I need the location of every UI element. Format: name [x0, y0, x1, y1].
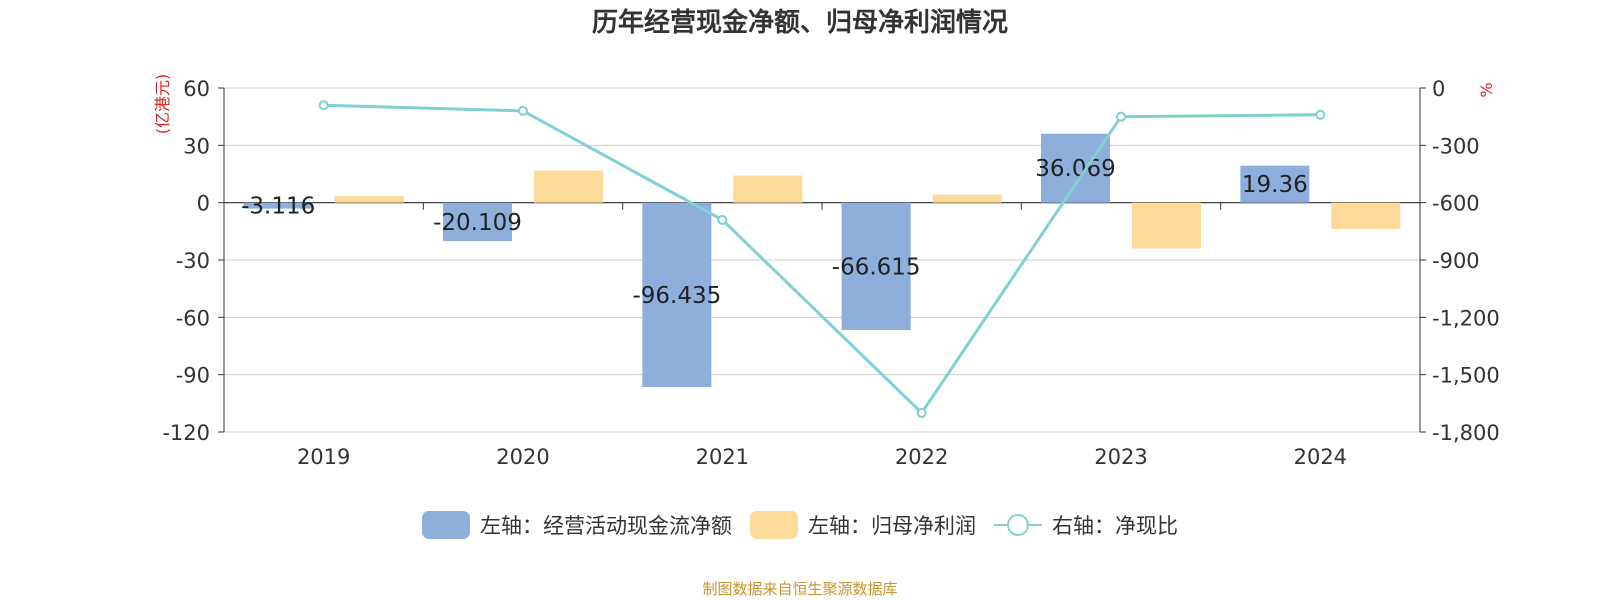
left-tick-label: -90 — [176, 364, 210, 388]
bar-data-label: 19.36 — [1242, 172, 1308, 198]
legend: 左轴：经营活动现金流净额 左轴：归母净利润 右轴：净现比 — [0, 510, 1600, 540]
bar-data-label: -66.615 — [832, 254, 921, 280]
line-point-ratio — [518, 105, 528, 116]
bar-profit — [932, 194, 1002, 203]
bar-data-label: 36.069 — [1035, 156, 1115, 182]
bar-cashflow — [1041, 133, 1110, 203]
legend-item-cashflow[interactable]: 左轴：经营活动现金流净额 — [422, 510, 732, 540]
line-point-ratio — [717, 214, 728, 225]
bar-profit — [334, 195, 404, 203]
bar-profit — [733, 175, 803, 203]
x-tick-label: 2019 — [297, 445, 350, 469]
bar-cashflow — [642, 202, 712, 387]
chart-title: 历年经营现金净额、归母净利润情况 — [591, 8, 1008, 38]
legend-item-ratio[interactable]: 右轴：净现比 — [994, 510, 1178, 540]
bar-cashflow — [841, 202, 911, 330]
line-ratio — [323, 103, 1321, 416]
x-tick-label: 2020 — [496, 445, 549, 469]
line-point-ratio — [916, 407, 927, 418]
bar-profit — [1331, 202, 1401, 230]
bar-cashflow — [243, 202, 313, 209]
left-tick-label: -120 — [162, 421, 210, 445]
left-tick-label: -30 — [176, 249, 210, 273]
right-tick-label: 0 — [1432, 77, 1445, 101]
right-axis-label: % — [1477, 82, 1496, 97]
line-point-ratio — [1116, 111, 1126, 122]
bar-data-label: -20.109 — [433, 210, 522, 236]
x-tick-label: 2022 — [895, 445, 948, 469]
source-note: 制图数据来自恒生聚源数据库 — [702, 580, 898, 598]
left-tick-label: 0 — [197, 192, 210, 216]
bar-data-label: -96.435 — [632, 283, 721, 309]
left-tick-label: 60 — [183, 77, 210, 101]
legend-swatch-ratio — [994, 514, 1042, 536]
bar-data-label: -3.116 — [241, 194, 315, 220]
right-tick-label: -1,500 — [1432, 364, 1500, 388]
bar-cashflow — [1240, 165, 1310, 203]
legend-swatch-profit — [750, 511, 798, 539]
legend-swatch-cashflow — [422, 511, 470, 539]
left-axis-label: (亿港元) — [153, 74, 172, 135]
x-tick-label: 2021 — [696, 445, 749, 469]
legend-label-profit: 左轴：归母净利润 — [808, 514, 976, 538]
left-tick-label: 30 — [183, 134, 210, 158]
left-tick-label: -60 — [176, 306, 210, 330]
right-tick-label: -1,200 — [1432, 306, 1500, 330]
x-tick-label: 2023 — [1094, 445, 1147, 469]
bar-cashflow — [443, 202, 512, 242]
line-point-ratio — [1315, 109, 1326, 120]
line-point-ratio — [318, 100, 329, 111]
right-tick-label: -600 — [1432, 192, 1480, 216]
right-tick-label: -900 — [1432, 249, 1480, 273]
x-tick-label: 2024 — [1294, 445, 1347, 469]
bar-profit — [534, 170, 603, 203]
bar-profit — [1132, 202, 1201, 249]
legend-label-ratio: 右轴：净现比 — [1052, 514, 1178, 538]
legend-item-profit[interactable]: 左轴：归母净利润 — [750, 510, 976, 540]
right-tick-label: -300 — [1432, 134, 1480, 158]
right-tick-label: -1,800 — [1432, 421, 1500, 445]
legend-label-cashflow: 左轴：经营活动现金流净额 — [480, 514, 732, 538]
